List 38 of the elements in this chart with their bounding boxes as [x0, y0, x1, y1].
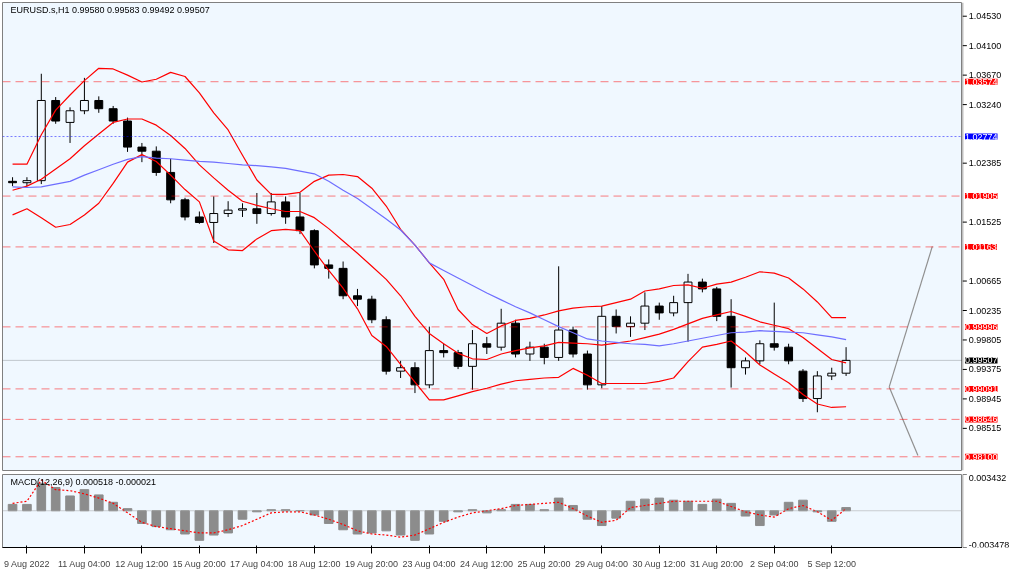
y-tick-label: 0.99375: [968, 364, 1002, 375]
y-tick-label: 1.01525: [968, 217, 1002, 228]
chart-title: MACD(12,26,9) 0.000518 -0.000021: [10, 476, 157, 487]
x-tick-label: 31 Aug 20:00: [689, 558, 744, 569]
y-tick-label: -0.003478: [968, 539, 1010, 550]
y-tick-label: 1.00235: [968, 305, 1002, 316]
ref-line-label: 0.99091: [964, 383, 998, 394]
y-tick-label: 0.99805: [968, 334, 1002, 345]
ref-line-label: 1.01905: [964, 191, 998, 202]
y-tick-label: 1.04530: [968, 11, 1002, 22]
x-tick-label: 29 Aug 04:00: [575, 558, 629, 569]
ref-line-label: 0.99507: [964, 355, 998, 366]
y-tick-label: 0.98945: [968, 393, 1002, 404]
x-tick-label: 15 Aug 20:00: [172, 558, 226, 569]
y-tick-label: 1.02385: [968, 158, 1002, 169]
y-tick-label: 1.03240: [968, 99, 1002, 110]
x-tick-label: 17 Aug 04:00: [230, 558, 284, 569]
y-tick-label: 0.003432: [968, 472, 1007, 483]
y-tick-label: 1.00665: [968, 276, 1002, 287]
x-tick-label: 9 Aug 2022: [3, 558, 50, 569]
x-tick-label: 2 Sep 04:00: [749, 558, 799, 569]
x-tick-label: 19 Aug 20:00: [345, 558, 399, 569]
x-tick-label: 5 Sep 12:00: [807, 558, 856, 569]
ref-line-label: 0.99996: [964, 321, 998, 332]
x-tick-label: 18 Aug 12:00: [287, 558, 341, 569]
ref-line-label: 1.02774: [964, 131, 998, 142]
x-tick-label: 11 Aug 04:00: [57, 558, 111, 569]
x-tick-label: 12 Aug 12:00: [115, 558, 169, 569]
x-tick-label: 23 Aug 04:00: [402, 558, 456, 569]
ref-line-label: 0.98646: [964, 414, 998, 425]
x-tick-label: 30 Aug 12:00: [632, 558, 686, 569]
chart-title: EURUSD.s,H1 0.99580 0.99583 0.99492 0.99507: [10, 4, 210, 15]
ref-line-label: 1.01163: [964, 241, 997, 252]
x-tick-label: 25 Aug 20:00: [517, 558, 571, 569]
y-tick-label: 1.04100: [968, 40, 1002, 51]
y-tick-label: 0.98515: [968, 423, 1002, 434]
x-tick-label: 24 Aug 12:00: [460, 558, 514, 569]
ref-line-label: 0.98100: [964, 451, 998, 462]
